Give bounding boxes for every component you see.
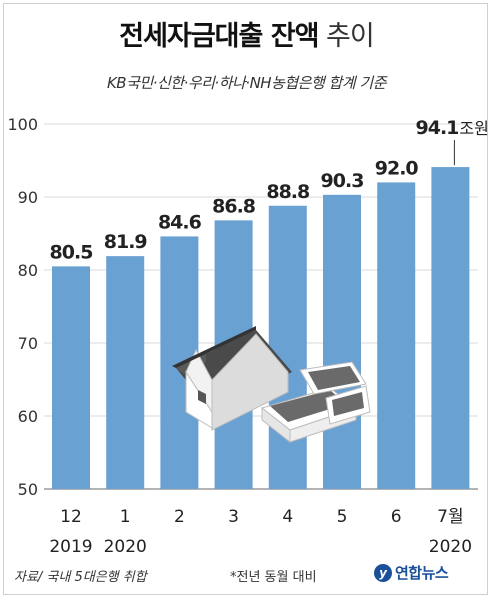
y-tick-50: 50 (18, 480, 38, 499)
y-tick-60: 60 (18, 407, 38, 426)
x-tick-6: 6 (391, 507, 402, 527)
bar-0 (52, 266, 90, 489)
x-tick-2: 2 (174, 507, 185, 527)
footnote: *전년 동월 대비 (230, 570, 317, 585)
bar-7 (431, 167, 470, 489)
chart-title: 전세자금대출 잔액 추이 (0, 14, 493, 53)
y-tick-80: 80 (18, 261, 38, 280)
title-light: 추이 (326, 21, 375, 52)
bar-1 (106, 256, 145, 489)
chart-subtitle: KB국민·신한·우리·하나·NH농협은행 합계 기준 (106, 74, 387, 92)
x-tick-labels: 12 2019 1 2020 2 3 4 5 6 7월 2020 (49, 507, 472, 557)
x-tick-1: 1 (120, 507, 131, 527)
x-tick-0: 12 (60, 507, 82, 527)
value-label-7: 94.1 (416, 117, 459, 139)
x-tick-3: 3 (228, 507, 239, 527)
value-label-2: 84.6 (158, 211, 202, 233)
bar-6 (377, 182, 416, 489)
x-year-0: 2019 (49, 537, 92, 557)
value-label-6: 92.0 (375, 157, 419, 179)
logo-text: 연합뉴스 (395, 564, 449, 582)
house-illustration (172, 326, 292, 431)
value-label-4: 88.8 (266, 181, 310, 203)
value-label-0: 80.5 (50, 241, 93, 263)
y-tick-70: 70 (18, 334, 38, 353)
value-label-5: 90.3 (321, 170, 364, 192)
x-year-7: 2020 (429, 537, 472, 557)
x-tick-4: 4 (282, 507, 293, 527)
y-tick-90: 90 (18, 188, 38, 207)
title-bold: 전세자금대출 잔액 (119, 21, 319, 52)
unit-label: 조원 (459, 119, 488, 138)
y-tick-labels: 50 60 70 80 90 100 (7, 115, 38, 499)
money-bundle-illustration (260, 361, 371, 444)
bars (52, 167, 470, 490)
chart-frame (3, 3, 488, 595)
value-label-1: 81.9 (104, 231, 147, 253)
x-year-1: 2020 (104, 537, 147, 557)
value-labels: 80.5 81.9 84.6 86.8 88.8 90.3 92.0 94.1 조원 (50, 117, 489, 263)
x-tick-7: 7월 (437, 507, 463, 527)
bar-4 (268, 205, 307, 489)
source-note: 자료/ 국내 5대은행 취합 (14, 570, 147, 585)
bar-5 (323, 194, 361, 489)
yonhap-logo: y 연합뉴스 (374, 562, 449, 583)
logo-mark-icon: y (374, 563, 392, 582)
x-tick-5: 5 (337, 507, 348, 527)
value-label-3: 86.8 (212, 195, 256, 217)
y-tick-100: 100 (7, 115, 38, 134)
